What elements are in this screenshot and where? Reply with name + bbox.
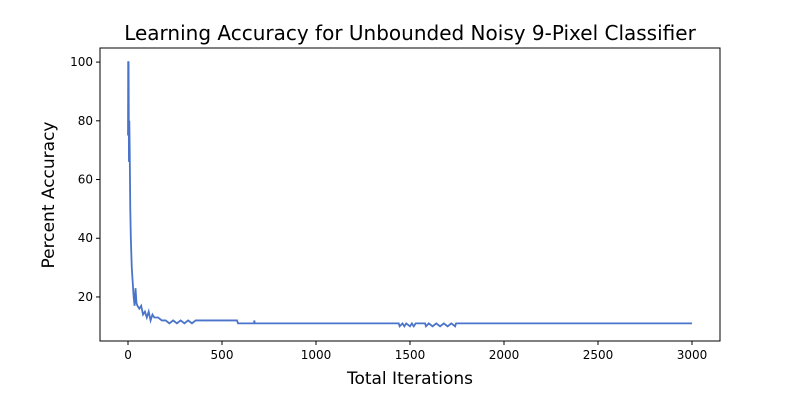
x-tick-label: 2500 bbox=[583, 348, 614, 362]
x-tick-label: 1500 bbox=[395, 348, 426, 362]
plot-frame bbox=[99, 47, 721, 342]
x-tick-label: 2000 bbox=[489, 348, 520, 362]
chart-title: Learning Accuracy for Unbounded Noisy 9-… bbox=[124, 21, 696, 45]
x-tick-label: 500 bbox=[211, 348, 234, 362]
line-series bbox=[127, 61, 692, 329]
y-tick-label: 20 bbox=[78, 290, 93, 304]
y-tick-label: 100 bbox=[70, 55, 93, 69]
y-tick-label: 80 bbox=[78, 114, 93, 128]
y-tick-label: 40 bbox=[78, 231, 93, 245]
y-axis-label: Percent Accuracy bbox=[39, 122, 59, 269]
x-tick-label: 0 bbox=[124, 348, 132, 362]
x-tick-label: 3000 bbox=[677, 348, 708, 362]
x-tick-label: 1000 bbox=[301, 348, 332, 362]
y-tick-label: 60 bbox=[78, 173, 93, 187]
x-axis-label: Total Iterations bbox=[346, 369, 473, 389]
